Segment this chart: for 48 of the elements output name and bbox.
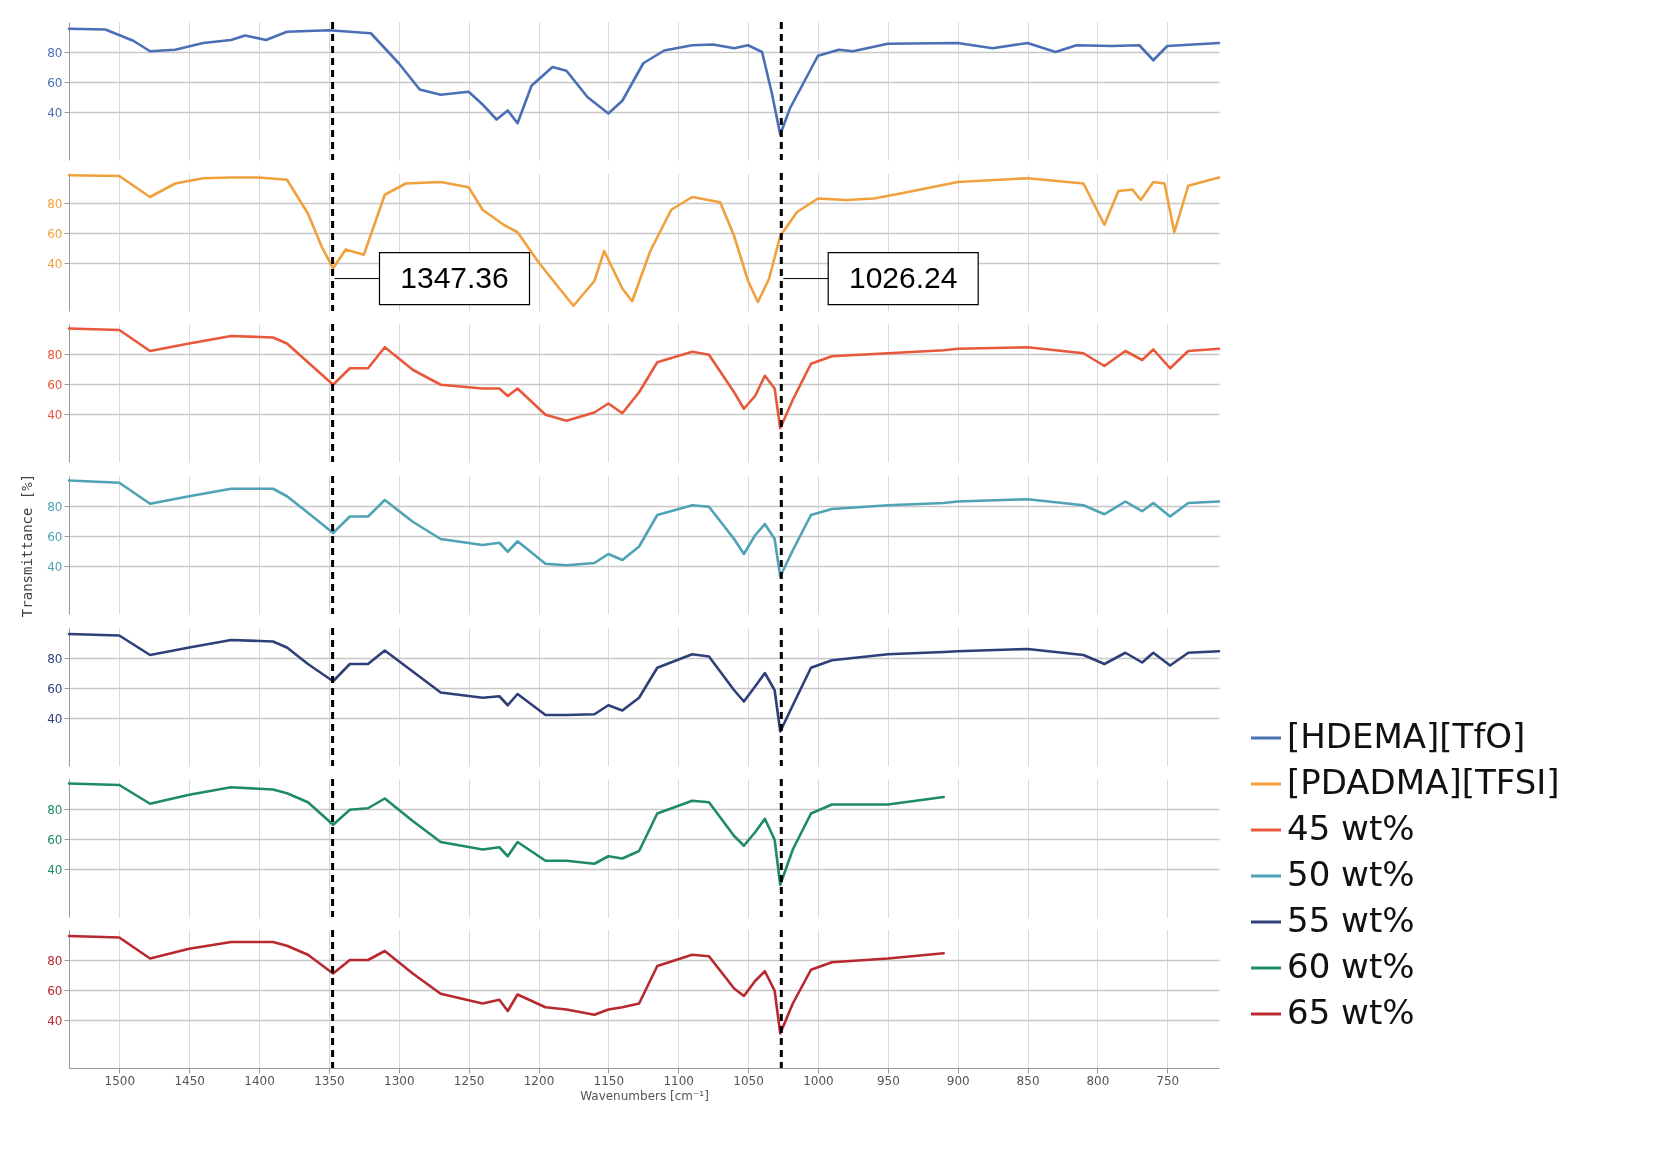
y-axis-title: Transmittance [%] xyxy=(19,473,36,618)
y-tick-label: 40 xyxy=(47,559,63,574)
x-tick-label: 1050 xyxy=(733,1073,764,1088)
y-tick-label: 60 xyxy=(47,226,63,241)
y-tick-label: 40 xyxy=(47,862,63,877)
y-tick-label: 40 xyxy=(47,105,63,120)
y-tick-label: 80 xyxy=(47,45,63,60)
legend-label: 55 wt% xyxy=(1287,900,1415,940)
y-tick-label: 80 xyxy=(47,196,63,211)
x-tick-label: 1450 xyxy=(174,1073,205,1088)
y-tick-label: 60 xyxy=(47,983,63,998)
x-tick-label: 750 xyxy=(1156,1073,1180,1088)
y-tick-label: 80 xyxy=(47,347,63,362)
y-tick-label: 60 xyxy=(47,681,63,696)
legend-label: [HDEMA][TfO] xyxy=(1287,716,1526,756)
x-tick-label: 900 xyxy=(946,1073,970,1088)
ref-line-label: 1347.36 xyxy=(400,260,509,294)
x-tick-label: 950 xyxy=(876,1073,900,1088)
legend-label: 60 wt% xyxy=(1287,946,1415,986)
x-tick-label: 800 xyxy=(1086,1073,1110,1088)
x-tick-label: 1350 xyxy=(314,1073,345,1088)
x-tick-label: 1300 xyxy=(384,1073,415,1088)
x-tick-label: 1150 xyxy=(593,1073,625,1088)
legend-label: 50 wt% xyxy=(1287,854,1415,894)
x-tick-label: 1100 xyxy=(663,1073,695,1088)
legend-label: 65 wt% xyxy=(1287,992,1415,1032)
y-tick-label: 80 xyxy=(47,953,63,968)
x-tick-label: 1000 xyxy=(803,1073,834,1088)
x-axis-title: Wavenumbers [cm⁻¹] xyxy=(580,1088,709,1103)
x-tick-label: 850 xyxy=(1016,1073,1040,1088)
x-tick-label: 1250 xyxy=(453,1073,485,1088)
y-tick-label: 60 xyxy=(47,377,63,392)
y-tick-label: 60 xyxy=(47,75,63,90)
ref-line-label: 1026.24 xyxy=(848,260,958,294)
legend-label: [PDADMA][TFSI] xyxy=(1287,762,1560,802)
y-tick-label: 40 xyxy=(47,407,63,422)
x-tick-label: 1200 xyxy=(523,1073,555,1088)
legend-label: 45 wt% xyxy=(1287,808,1415,848)
x-tick-label: 1400 xyxy=(244,1073,275,1088)
y-tick-label: 40 xyxy=(47,711,63,726)
y-tick-label: 60 xyxy=(47,529,63,544)
x-tick-label: 1500 xyxy=(104,1073,136,1088)
y-tick-label: 80 xyxy=(47,651,63,666)
y-tick-label: 40 xyxy=(47,1013,63,1028)
y-tick-label: 80 xyxy=(47,802,63,817)
y-tick-label: 60 xyxy=(47,832,63,847)
y-tick-label: 80 xyxy=(47,499,63,514)
y-tick-label: 40 xyxy=(47,256,63,271)
